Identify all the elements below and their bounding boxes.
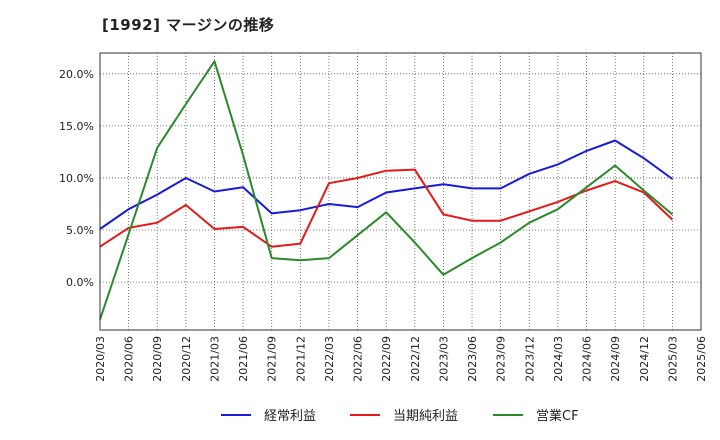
chart-title: [1992] マージンの推移 bbox=[102, 16, 275, 34]
x-tick-label: 2024/06 bbox=[581, 336, 594, 382]
x-tick-label: 2022/03 bbox=[323, 336, 336, 382]
x-tick-label: 2024/03 bbox=[552, 336, 565, 382]
x-axis: 2020/03 2020/06 2020/09 2020/12 2021/03 2021/… bbox=[94, 336, 708, 382]
x-tick-label: 2024/09 bbox=[609, 336, 622, 382]
x-tick-label: 2022/12 bbox=[409, 336, 422, 382]
y-tick-label: 15.0% bbox=[59, 120, 94, 133]
legend-label: 当期純利益 bbox=[393, 409, 458, 424]
legend-label: 経常利益 bbox=[264, 409, 316, 424]
x-tick-label: 2020/06 bbox=[123, 336, 136, 382]
y-axis: 0.0% 5.0% 10.0% 15.0% 20.0% bbox=[59, 68, 94, 289]
x-tick-label: 2021/06 bbox=[237, 336, 250, 382]
x-tick-label: 2024/12 bbox=[638, 336, 651, 382]
x-tick-label: 2025/06 bbox=[695, 336, 708, 382]
y-tick-label: 0.0% bbox=[66, 276, 94, 289]
x-tick-label: 2023/03 bbox=[437, 336, 450, 382]
y-tick-label: 20.0% bbox=[59, 68, 94, 81]
x-tick-label: 2023/06 bbox=[466, 336, 479, 382]
plot-frame bbox=[99, 52, 702, 331]
x-tick-label: 2023/09 bbox=[495, 336, 508, 382]
x-tick-label: 2020/03 bbox=[94, 336, 107, 382]
x-tick-label: 2023/12 bbox=[523, 336, 536, 382]
series-layer bbox=[99, 60, 674, 320]
series-line bbox=[99, 60, 674, 320]
y-tick-label: 10.0% bbox=[59, 172, 94, 185]
series-line bbox=[99, 139, 673, 230]
legend-label: 営業CF bbox=[536, 408, 579, 424]
grid-layer bbox=[100, 53, 701, 330]
x-tick-label: 2020/09 bbox=[151, 336, 164, 382]
x-tick-label: 2021/03 bbox=[208, 336, 221, 382]
series-line bbox=[99, 168, 674, 248]
x-tick-label: 2021/12 bbox=[294, 336, 307, 382]
y-tick-label: 5.0% bbox=[66, 224, 94, 237]
x-tick-label: 2021/09 bbox=[266, 336, 279, 382]
x-tick-label: 2022/09 bbox=[380, 336, 393, 382]
x-tick-label: 2022/06 bbox=[352, 336, 365, 382]
x-tick-label: 2020/12 bbox=[180, 336, 193, 382]
legend: 経常利益 当期純利益 営業CF bbox=[221, 408, 579, 424]
x-tick-label: 2025/03 bbox=[666, 336, 679, 382]
